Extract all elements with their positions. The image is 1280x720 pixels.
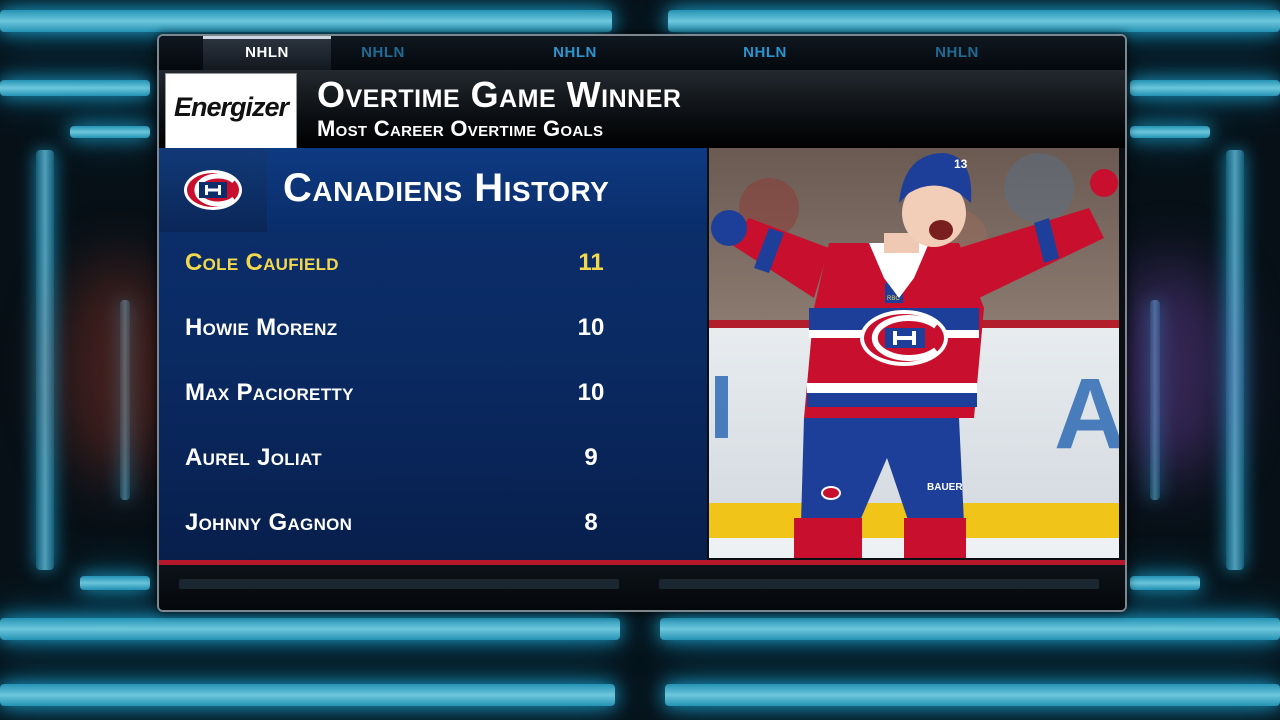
network-tab-bar: NHLN NHLN NHLN NHLN NHLN [159, 36, 1125, 70]
player-name: Max Pacioretty [185, 379, 354, 406]
footer-strip [659, 579, 1099, 589]
list-item: Max Pacioretty 10 [159, 362, 707, 427]
title-bar: Energizer Overtime Game Winner Most Care… [159, 70, 1125, 149]
background-light-bar [120, 300, 130, 500]
graphic-subtitle: Most Career Overtime Goals [317, 116, 604, 141]
list-item: Johnny Gagnon 8 [159, 492, 707, 557]
background-light-bar [1226, 150, 1244, 570]
active-tab-indicator [203, 36, 331, 39]
board-ad-text: AI [1054, 358, 1119, 470]
goal-count: 9 [584, 444, 598, 471]
player-name: Johnny Gagnon [185, 509, 353, 536]
tab-nhln-4: NHLN [743, 44, 787, 61]
goal-count: 10 [577, 314, 605, 341]
list-item: Cole Caufield 11 [159, 232, 707, 297]
goal-count: 8 [584, 509, 598, 536]
background-light-bar [36, 150, 54, 570]
player-celebration-photo: I AI [709, 148, 1119, 558]
background-glow [1110, 260, 1230, 480]
player-name: Cole Caufield [185, 249, 339, 276]
tab-nhln-5: NHLN [935, 44, 979, 61]
player-photo: I AI [709, 148, 1119, 558]
player-name: Aurel Joliat [185, 444, 322, 471]
graphic-title: Overtime Game Winner [317, 74, 682, 115]
board-ad-text: I [709, 358, 734, 458]
team-logo-tile [159, 148, 267, 232]
tab-nhln-3: NHLN [553, 44, 597, 61]
leaderboard: Canadiens History Cole Caufield 11 Howie… [159, 148, 707, 560]
team-title: Canadiens History [283, 166, 610, 210]
background-light-bar [70, 126, 150, 138]
background-light-bar [0, 618, 620, 640]
equipment-brand-text: BAUER [927, 482, 963, 493]
helmet-number: 13 [954, 157, 968, 171]
background-light-bar [1130, 126, 1210, 138]
list-item: Aurel Joliat 9 [159, 427, 707, 492]
footer-bar [159, 565, 1125, 610]
player-name: Howie Morenz [185, 314, 338, 341]
jersey-patch-text: RBC [887, 296, 900, 302]
background-light-bar [660, 618, 1280, 640]
canadiens-logo-icon [184, 170, 242, 210]
team-header: Canadiens History [159, 148, 707, 232]
background-light-bar [0, 684, 615, 706]
tab-nhln-1: NHLN [203, 36, 331, 70]
sponsor-logo: Energizer [165, 73, 297, 149]
accent-divider [159, 560, 1125, 565]
list-item: Howie Morenz 10 [159, 297, 707, 362]
background-light-bar [80, 576, 150, 590]
background-light-bar [0, 80, 150, 96]
tab-nhln-2: NHLN [361, 44, 405, 61]
background-light-bar [668, 10, 1280, 32]
background-light-bar [1150, 300, 1160, 500]
background-light-bar [1130, 80, 1280, 96]
background-light-bar [1130, 576, 1200, 590]
goal-count: 11 [578, 249, 604, 276]
goal-count: 10 [577, 379, 605, 406]
footer-strip [179, 579, 619, 589]
stats-graphic-panel: NHLN NHLN NHLN NHLN NHLN Energizer Overt… [157, 34, 1127, 612]
sponsor-logo-text: Energizer [173, 92, 289, 122]
background-light-bar [0, 10, 612, 32]
background-light-bar [665, 684, 1280, 706]
